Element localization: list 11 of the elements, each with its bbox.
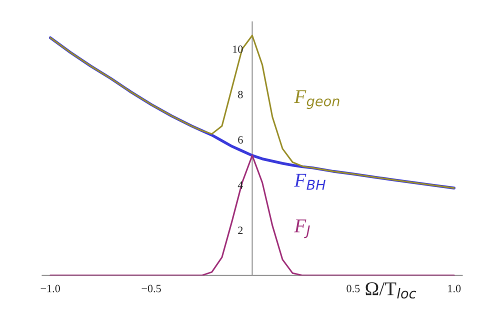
- x-tick-label: 1.0: [448, 284, 461, 292]
- y-tick-label: 6: [238, 136, 243, 144]
- x-axis-title: Ω/T$_{loc}$: [366, 282, 416, 299]
- x-tick-label: −0.5: [142, 284, 161, 292]
- y-tick-label: 8: [238, 90, 243, 98]
- x-tick-label: 0.5: [346, 284, 360, 292]
- series-label: F$_{BH}$: [294, 174, 326, 190]
- series-label: F$_{J}$: [294, 220, 310, 238]
- series-label: F$_{geon}$: [294, 90, 340, 109]
- x-tick-label: −1.0: [40, 284, 60, 292]
- y-tick-label: 2: [238, 226, 243, 234]
